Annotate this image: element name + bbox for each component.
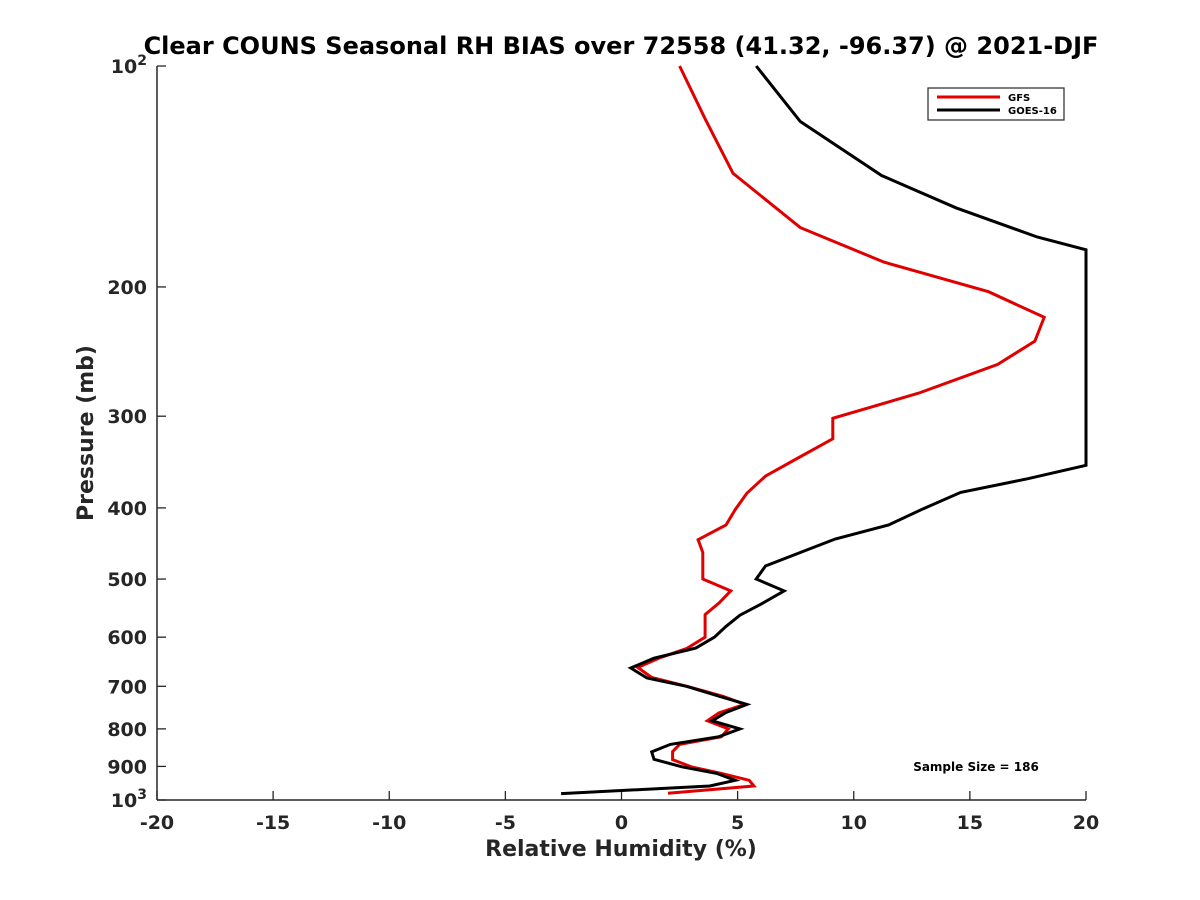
y-tick-label: 800 xyxy=(107,719,147,741)
y-tick-label: 102 xyxy=(111,53,147,78)
x-axis-label: Relative Humidity (%) xyxy=(485,837,757,862)
y-tick-label: 600 xyxy=(107,627,147,649)
series-layer xyxy=(561,65,1088,796)
y-tick-label: 400 xyxy=(107,498,147,520)
x-tick-label: 15 xyxy=(957,812,983,834)
legend-gfs-label: GFS xyxy=(1008,93,1030,104)
x-tick-label: 0 xyxy=(615,812,628,834)
sample-size-annotation: Sample Size = 186 xyxy=(913,760,1039,774)
y-tick-label: 500 xyxy=(107,569,147,591)
y-tick-label: 900 xyxy=(107,756,147,778)
y-tick-label: 200 xyxy=(107,277,147,299)
x-ticks: -20 -15 -10 -5 0 5 10 15 20 xyxy=(140,791,1099,834)
x-tick-label: 5 xyxy=(731,812,744,834)
legend-goes-16-label: GOES-16 xyxy=(1008,106,1057,117)
series-line-goes-16 xyxy=(561,65,1088,796)
y-tick-label: 700 xyxy=(107,676,147,698)
x-tick-label: -10 xyxy=(372,812,406,834)
x-tick-label: -20 xyxy=(140,812,174,834)
y-axis-label: Pressure (mb) xyxy=(74,345,99,521)
chart-title: Clear COUNS Seasonal RH BIAS over 72558 … xyxy=(144,32,1099,60)
y-tick-label: 103 xyxy=(111,787,147,812)
x-tick-label: 20 xyxy=(1073,812,1099,834)
legend: GFS GOES-16 xyxy=(927,87,1065,121)
y-ticks: 102 200 300 400 500 600 700 800 900 103 xyxy=(107,53,166,812)
x-tick-label: 10 xyxy=(841,812,867,834)
legend-box xyxy=(927,87,1065,121)
y-tick-label: 300 xyxy=(107,406,147,428)
x-tick-label: -15 xyxy=(256,812,290,834)
x-tick-label: -5 xyxy=(495,812,516,834)
